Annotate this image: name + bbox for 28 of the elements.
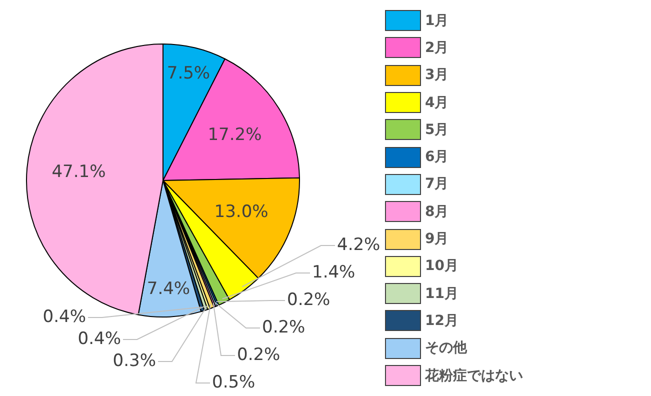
legend-label: 9月 — [425, 230, 449, 248]
legend-label: 花粉症ではない — [425, 366, 523, 384]
legend-label: 5月 — [425, 120, 449, 139]
data-label: 47.1% — [52, 162, 106, 182]
data-label: 7.5% — [166, 64, 210, 84]
data-label: 0.2% — [262, 317, 306, 338]
legend-label: 6月 — [425, 148, 449, 166]
data-label: 0.4% — [78, 328, 121, 349]
data-label: 0.5% — [212, 372, 256, 392]
legend-label: 3月 — [425, 66, 449, 84]
legend-label: 7月 — [425, 175, 449, 194]
legend-label: 2月 — [425, 38, 449, 57]
data-label: 0.3% — [112, 350, 156, 371]
data-label: 1.4% — [312, 262, 356, 282]
data-label: 13.0% — [214, 202, 268, 222]
legend-label: 12月 — [425, 312, 458, 330]
legend-label: その他 — [425, 339, 467, 358]
data-label: 0.4% — [42, 306, 86, 327]
legend-label: 10月 — [425, 257, 458, 276]
legend-label: 11月 — [425, 284, 458, 303]
legend-label: 4月 — [425, 94, 449, 112]
data-label: 0.2% — [237, 344, 280, 365]
data-label: 0.2% — [287, 290, 330, 310]
legend-label: 8月 — [425, 202, 449, 221]
data-label: 7.4% — [146, 278, 190, 299]
data-label: 4.2% — [337, 234, 380, 255]
legend-label: 1月 — [425, 12, 449, 30]
data-label: 17.2% — [208, 125, 262, 146]
